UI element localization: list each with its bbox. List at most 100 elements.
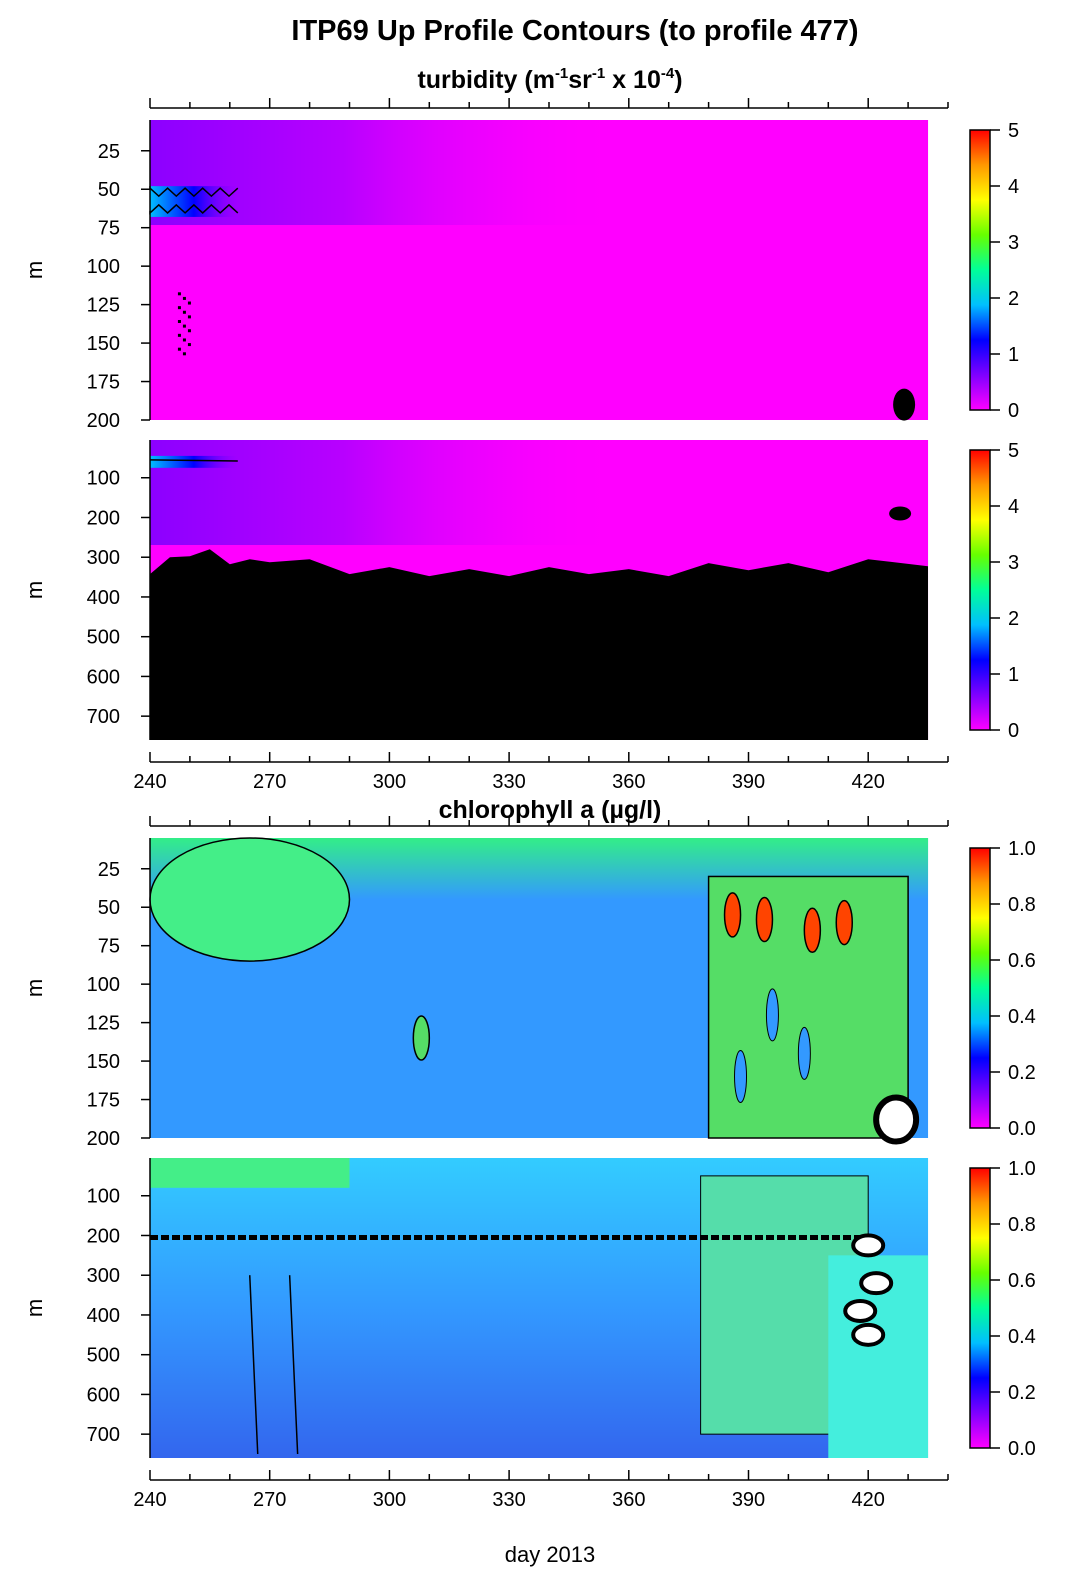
contour-line <box>149 203 239 215</box>
y-tick-label: 600 <box>87 666 120 688</box>
colorbar-tick-label: 0.0 <box>1008 1438 1036 1460</box>
turbidity-full-panel: 100 200 300 400 500 600 700 m <box>22 440 929 740</box>
colorbar-tick-label: 4 <box>1008 176 1019 198</box>
contour-speck <box>182 324 186 328</box>
x-tick-label: 390 <box>732 771 765 793</box>
colorbar <box>969 847 991 1129</box>
y-tick-label: 175 <box>87 1090 120 1112</box>
colorbar-tick-label: 5 <box>1008 440 1019 462</box>
contour-speck <box>177 306 181 310</box>
y-tick-label: 300 <box>87 547 120 569</box>
y-tick-label: 700 <box>87 706 120 728</box>
chlorophyll-upper-panel: 25 50 75 100 125 150 175 200 m <box>22 816 949 1150</box>
colorbar-tick-label: 3 <box>1008 232 1019 254</box>
colorbar-tick-label: 0.8 <box>1008 894 1036 916</box>
y-axis-label: m <box>22 1299 47 1317</box>
colorbar <box>969 449 991 731</box>
saturated-blob <box>843 1298 878 1323</box>
heatmap-surface-tint <box>150 440 929 545</box>
x-tick-label: 420 <box>852 1489 885 1511</box>
turbidity-title-part-f: -4 <box>661 65 675 82</box>
x-axes: 240 270 300 330 360 390 420 240 270 300 330 360 390 4… <box>133 752 949 1511</box>
contour-line <box>149 459 238 462</box>
low-patch <box>734 1049 748 1103</box>
low-patch <box>797 1026 811 1080</box>
saturated-blob <box>859 1271 894 1296</box>
colorbar-tick-label: 0.4 <box>1008 1006 1036 1028</box>
y-tick-label: 150 <box>87 333 120 355</box>
turbidity-title-part-a: turbidity (m <box>417 66 555 94</box>
turbidity-title-part-c: sr <box>568 66 592 94</box>
y-tick-label: 50 <box>98 179 120 201</box>
y-tick-label: 500 <box>87 1345 120 1367</box>
x-tick-label: 240 <box>133 1489 166 1511</box>
bloom-peak <box>755 896 774 943</box>
contour-speck <box>187 329 191 333</box>
y-tick-label: 25 <box>98 141 120 163</box>
heatmap-surface-band <box>150 1158 350 1188</box>
y-tick-label: 400 <box>87 1305 120 1327</box>
turbidity-layer <box>150 186 238 217</box>
y-tick-label: 300 <box>87 1265 120 1287</box>
y-tick-label: 200 <box>87 1225 120 1247</box>
colorbar-tick-label: 2 <box>1008 288 1019 310</box>
patch <box>412 1015 431 1061</box>
y-tick-label: 600 <box>87 1384 120 1406</box>
contour-line <box>249 1275 259 1455</box>
contour-speck <box>187 315 191 319</box>
y-tick-label: 125 <box>87 295 120 317</box>
y-tick-label: 100 <box>87 974 120 996</box>
contour-speck <box>177 292 181 296</box>
contour-line <box>288 1275 299 1455</box>
x-tick-label: 330 <box>492 771 525 793</box>
y-axis-label: m <box>22 261 47 279</box>
colorbar-tick-label: 2 <box>1008 608 1019 630</box>
contour-speck <box>182 352 186 356</box>
y-tick-label: 125 <box>87 1013 120 1035</box>
contour-speck <box>177 333 181 337</box>
y-tick-label: 700 <box>87 1424 120 1446</box>
y-tick-label: 500 <box>87 627 120 649</box>
x-tick-label: 360 <box>612 1489 645 1511</box>
colorbar-tick-label: 0.8 <box>1008 1214 1036 1236</box>
x-tick-label: 390 <box>732 1489 765 1511</box>
turbidity-title-part-g: ) <box>674 66 682 94</box>
colorbar-tick-label: 0.4 <box>1008 1326 1036 1348</box>
bloom-peak <box>803 907 822 954</box>
colorbar-tick-label: 0 <box>1008 400 1019 422</box>
x-tick-label: 270 <box>253 1489 286 1511</box>
colorbar-tick-label: 1.0 <box>1008 1158 1036 1180</box>
y-tick-label: 400 <box>87 587 120 609</box>
saturated-blob <box>851 1233 886 1258</box>
contour-speck <box>187 343 191 347</box>
colorbar-tick-label: 0.2 <box>1008 1062 1036 1084</box>
x-tick-label: 300 <box>373 1489 406 1511</box>
contour-speck <box>177 320 181 323</box>
y-tick-label: 100 <box>87 468 120 490</box>
x-tick-label: 270 <box>253 771 286 793</box>
y-tick-label: 200 <box>87 410 120 432</box>
mask-blob <box>893 388 916 421</box>
colorbar <box>969 129 991 411</box>
y-tick-label: 150 <box>87 1051 120 1073</box>
bloom-peak <box>723 892 742 938</box>
contour-speck <box>182 310 186 314</box>
chlorophyll-title: chlorophyll a (µg/l) <box>439 796 662 824</box>
y-axis-label: m <box>22 581 47 599</box>
y-tick-label: 75 <box>98 218 120 240</box>
chart-title: ITP69 Up Profile Contours (to profile 47… <box>291 15 858 47</box>
mask-blob <box>889 506 912 521</box>
y-tick-label: 100 <box>87 256 120 278</box>
y-tick-label: 75 <box>98 936 120 958</box>
saturated-blob <box>873 1094 920 1145</box>
low-patch <box>765 988 779 1042</box>
heatmap-surface-tint <box>150 120 929 225</box>
deep-mask-region <box>150 549 929 740</box>
turbidity-upper-panel: 25 50 75 100 125 150 175 200 m <box>22 98 949 432</box>
colorbar-tick-label: 1 <box>1008 344 1019 366</box>
turbidity-title-part-d: -1 <box>592 65 605 82</box>
x-tick-label: 240 <box>133 771 166 793</box>
bloom-peak <box>835 899 854 946</box>
chlorophyll-full-panel: 100 200 300 400 500 600 700 m <box>22 1158 929 1458</box>
turbidity-title-part-e: x 10 <box>605 66 661 94</box>
